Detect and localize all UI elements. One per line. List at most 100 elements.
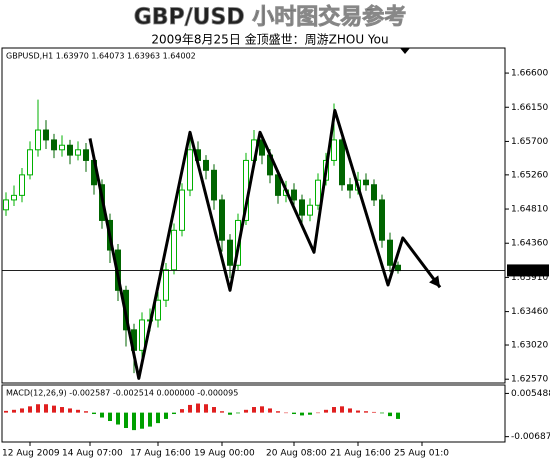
macd-bar <box>76 409 80 413</box>
current-price-label: 1.64002 <box>510 266 547 276</box>
candle-body <box>67 144 73 156</box>
macd-bar <box>348 408 352 413</box>
macd-bar <box>148 412 152 427</box>
macd-bar <box>52 405 56 413</box>
candle-body <box>395 264 401 272</box>
macd-bar <box>204 404 208 413</box>
macd-bar <box>356 410 360 413</box>
x-tick-label: 17 Aug 16:00 <box>130 449 191 459</box>
macd-bar <box>292 412 296 415</box>
macd-bar <box>228 412 232 415</box>
macd-bar <box>380 412 384 414</box>
y-tick-label: 1.65260 <box>511 170 548 180</box>
macd-bar <box>332 407 336 413</box>
candle-body <box>11 194 17 201</box>
macd-bar <box>100 412 104 418</box>
macd-bar <box>244 409 248 413</box>
candle-body <box>371 184 377 201</box>
candle-body <box>363 179 369 186</box>
candle-body <box>3 199 9 211</box>
candle-body <box>179 189 185 231</box>
macd-bar <box>340 406 344 413</box>
x-tick-label: 25 Aug 01:0 <box>394 449 449 459</box>
x-tick-label: 14 Aug 07:00 <box>62 449 123 459</box>
macd-bar <box>324 409 328 413</box>
y-tick-label: 0.005488 <box>511 389 550 399</box>
candle-body <box>163 269 169 301</box>
macd-panel <box>1 384 506 443</box>
candle-body <box>387 239 393 266</box>
candle-body <box>155 299 161 321</box>
y-tick-label: 1.63020 <box>511 341 548 351</box>
price-header: GBPUSD,H1 1.63970 1.64073 1.63963 1.6400… <box>6 52 196 61</box>
macd-bar <box>36 404 40 413</box>
macd-header: MACD(12,26,9) -0.002587 -0.002514 0.0000… <box>6 389 238 398</box>
candle-body <box>27 149 33 176</box>
chart-subtitle: 2009年8月25日 金顶盛世：周游ZHOU You <box>151 32 388 47</box>
candle-body <box>171 229 177 271</box>
zigzag-line <box>88 108 442 380</box>
candle-body <box>203 159 209 171</box>
macd-bar <box>236 412 240 414</box>
macd-bar <box>132 412 136 431</box>
x-tick-label: 20 Aug 08:00 <box>266 449 327 459</box>
current-price-box <box>507 264 549 277</box>
macd-bar <box>268 408 272 413</box>
macd-bar <box>60 407 64 413</box>
y-tick-label: 1.66600 <box>511 69 548 79</box>
price-panel <box>1 47 506 384</box>
macd-bar <box>196 403 200 413</box>
macd-bar <box>364 411 368 413</box>
candle-body <box>339 139 345 186</box>
macd-bar <box>212 407 216 413</box>
macd-bar <box>276 411 280 413</box>
zigzag-arrowhead <box>429 275 440 288</box>
candle-body <box>379 199 385 241</box>
y-tick-label: 1.64360 <box>511 239 548 249</box>
candle-body <box>83 149 89 161</box>
macd-bar <box>20 408 24 413</box>
macd-bar <box>172 412 176 415</box>
macd-bar <box>252 407 256 413</box>
macd-bar <box>108 412 112 422</box>
candle-body <box>211 169 217 201</box>
candle-body <box>35 129 41 151</box>
y-tick-label: 1.63910 <box>511 273 548 283</box>
candle-body <box>139 319 145 351</box>
chart-title: GBP/USD 小时图交易参考 <box>134 4 407 30</box>
macd-bar <box>28 406 32 413</box>
candle-body <box>187 149 193 191</box>
candle-body <box>227 239 233 266</box>
macd-bar <box>188 404 192 413</box>
macd-bar <box>44 404 48 413</box>
macd-bar <box>84 411 88 413</box>
macd-bar <box>12 409 16 413</box>
candle-body <box>219 199 225 241</box>
macd-bar <box>68 408 72 413</box>
macd-bar <box>396 412 400 419</box>
macd-bar <box>260 406 264 413</box>
macd-bar <box>92 412 96 415</box>
y-tick-label: 1.64810 <box>511 205 548 215</box>
macd-bar <box>140 412 144 429</box>
macd-bar <box>164 412 168 419</box>
y-tick-label: -0.00687 <box>511 432 550 442</box>
shift-marker <box>400 48 410 54</box>
x-tick-label: 12 Aug 2009 <box>2 449 60 459</box>
macd-bar <box>308 412 312 415</box>
macd-bar <box>316 412 320 414</box>
macd-bar <box>180 409 184 413</box>
candle-body <box>331 139 337 161</box>
candle-body <box>43 129 49 141</box>
x-tick-label: 19 Aug 00:00 <box>194 449 255 459</box>
candle-body <box>307 204 313 216</box>
y-tick-label: 1.66150 <box>511 103 548 113</box>
y-tick-label: 1.63460 <box>511 307 548 317</box>
candle-body <box>315 179 321 206</box>
candle-body <box>19 174 25 196</box>
x-tick-label: 21 Aug 16:00 <box>330 449 391 459</box>
y-tick-label: 1.62570 <box>511 375 548 385</box>
macd-bar <box>4 410 8 413</box>
y-tick-label: 1.65700 <box>511 137 548 147</box>
